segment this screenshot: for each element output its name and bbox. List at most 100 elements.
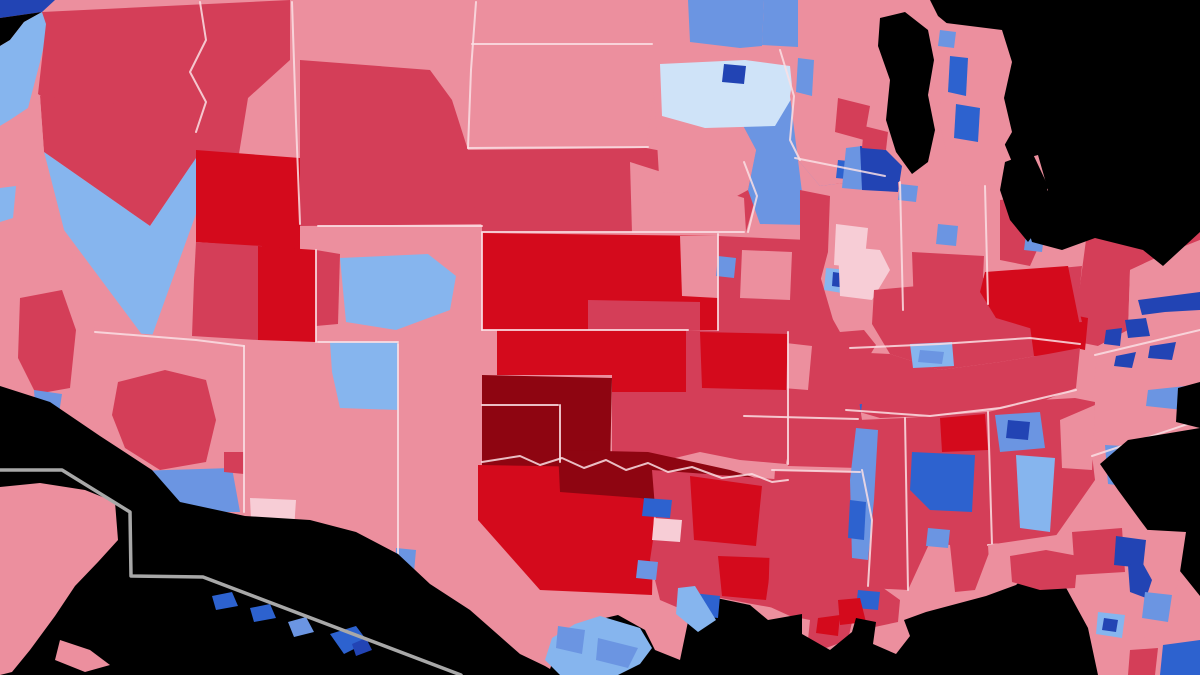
border-mississippi-alabama: [904, 417, 909, 591]
florida-panhandle-red: [1010, 550, 1078, 590]
hawaii-island-2: [250, 604, 276, 622]
wisconsin-west-blue: [796, 58, 814, 96]
laredo-district: [556, 626, 585, 654]
st-johns-blue: [1128, 562, 1152, 598]
utah-north: [196, 150, 300, 250]
tennessee: [846, 348, 1080, 418]
nebraska-east: [630, 162, 746, 233]
tampa-core: [1102, 618, 1118, 632]
florida-northeast-red: [1072, 528, 1125, 575]
new-mexico-north-district: [330, 342, 398, 410]
lake-chain-1: [1138, 292, 1200, 315]
new-orleans-blue: [856, 590, 880, 610]
georgia-central-blue: [1016, 455, 1055, 532]
alabama-north-bright: [940, 414, 988, 452]
border-arkansas-louisiana: [771, 469, 861, 473]
border-wisconsin-illinois: [794, 157, 886, 177]
dallas-fort-worth-blue: [642, 498, 672, 518]
michigan-north-blue: [938, 30, 956, 48]
lake-erie: [1000, 152, 1048, 242]
alaska-panhandle: [55, 640, 110, 672]
orlando-blue: [1142, 592, 1172, 622]
hawaii-island-3: [288, 617, 314, 637]
oklahoma-north-bright: [497, 330, 688, 392]
phoenix-area: [112, 370, 216, 470]
puget-sound: [0, 12, 42, 46]
nashville-core: [918, 350, 944, 364]
wisconsin-central-red: [835, 98, 870, 140]
atlanta-core: [1006, 420, 1030, 440]
twin-cities-dot: [722, 64, 746, 84]
houston-ring: [676, 586, 716, 632]
border-red-river: [481, 455, 789, 483]
nevada-south: [44, 152, 196, 340]
florida-south-red: [1128, 648, 1158, 675]
jacksonville-blue: [1114, 536, 1146, 568]
chicago-north-red-patch: [862, 126, 888, 150]
texas-northeast-bright: [690, 476, 762, 546]
pamlico-sound: [1176, 382, 1200, 428]
lake-chain-4: [1148, 342, 1176, 360]
hawaii-island-4: [330, 626, 368, 654]
border-idaho-montana: [291, 1, 301, 225]
lake-michigan: [878, 12, 935, 174]
st-louis-pale-district: [838, 246, 890, 300]
wisconsin: [790, 0, 938, 186]
arkansas: [778, 390, 862, 468]
alaska-inset: [0, 483, 118, 675]
border-illinois-indiana: [899, 181, 904, 311]
chicago: [860, 146, 902, 192]
hawaii-big-island-core: [352, 638, 372, 656]
northwest-corner-district: [0, 0, 55, 18]
gary-dot: [898, 184, 918, 202]
border-montana-northdakota: [467, 1, 477, 149]
utah-southeast: [258, 246, 316, 342]
minnesota-northeast-blue: [762, 0, 800, 47]
alabama-south-blue-dot: [926, 528, 950, 548]
california-coast-district: [0, 186, 16, 222]
tulsa-area-bright: [700, 332, 788, 390]
border-louisiana-mississippi: [861, 469, 873, 587]
michigan-shore-blue-1: [948, 56, 968, 96]
missouri-north-pink: [740, 250, 792, 300]
border-tennessee-south: [845, 389, 1077, 417]
kansas-city-dot: [716, 256, 736, 278]
mississippi-delta-blue: [848, 500, 866, 540]
dallas-pale-district: [652, 518, 682, 542]
wyoming: [300, 60, 482, 226]
oregon-coast-district: [0, 12, 48, 126]
arizona-southeast-corner: [224, 452, 244, 474]
kansas-central-district: [588, 300, 700, 330]
minnesota-top-blue: [688, 0, 764, 48]
central-valley-district: [18, 290, 76, 394]
oklahoma-west-maroon: [482, 375, 612, 470]
border-virginia-northcarolina: [1094, 329, 1200, 356]
colorado-front-range: [340, 254, 456, 330]
rio-grande-valley-blue: [596, 638, 638, 668]
minnesota-pale-blue: [660, 60, 793, 128]
lake-chain-5: [1114, 352, 1136, 368]
new-orleans-red-1: [838, 598, 866, 625]
michigan-shore-blue-2: [954, 104, 980, 142]
border-indiana-ohio: [984, 185, 989, 305]
hawaii-island-1: [212, 592, 238, 610]
border-missouri-river: [743, 161, 758, 233]
utah-southwest: [192, 242, 262, 340]
border-missouri-arkansas: [743, 415, 859, 420]
border-idaho-districts: [189, 1, 207, 133]
montana-dakotas: [290, 0, 658, 150]
carolina-coast-blue: [1146, 386, 1186, 410]
miami-blue: [1160, 640, 1200, 675]
inset-divider: [0, 468, 463, 675]
border-alabama-georgia: [987, 411, 993, 546]
austin-dot: [636, 560, 658, 580]
new-orleans-red-2: [816, 615, 840, 636]
border-minnesota-wisconsin: [779, 49, 801, 161]
indianapolis-dot: [936, 224, 958, 246]
gulf-of-mexico: [548, 558, 1104, 675]
pacific-ocean-and-mexico: [0, 386, 560, 675]
nevada-north: [40, 96, 196, 226]
lake-chain-3: [1104, 328, 1122, 346]
